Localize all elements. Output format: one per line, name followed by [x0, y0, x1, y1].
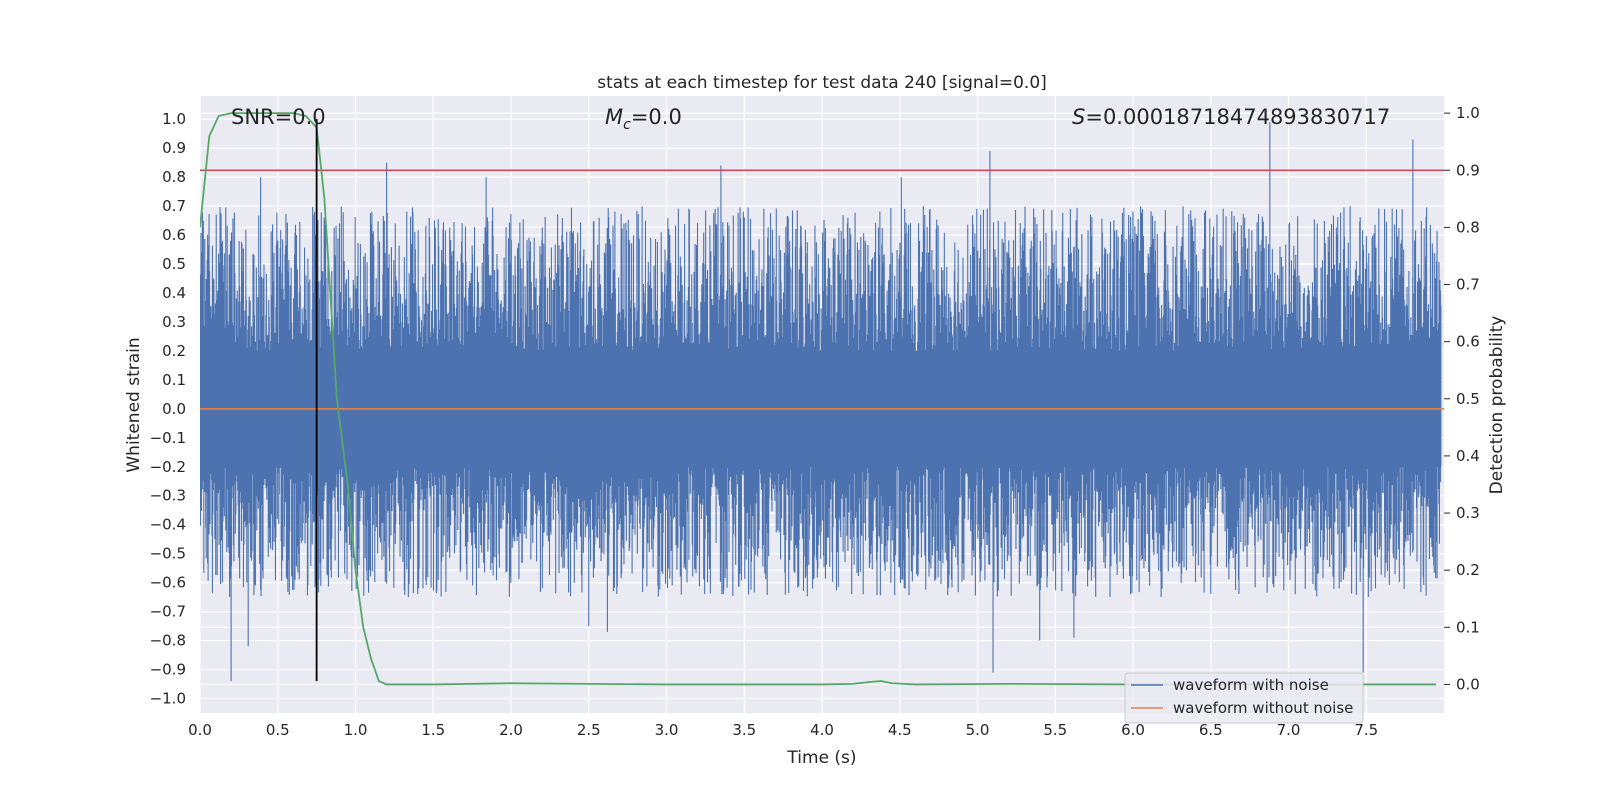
- y-right-tick-label: 0.3: [1456, 504, 1480, 522]
- legend-label-without-noise: waveform without noise: [1173, 699, 1353, 717]
- x-tick-label: 5.5: [1043, 721, 1067, 739]
- series-layer: [200, 112, 1444, 686]
- y-right-tick-label: 0.7: [1456, 276, 1480, 294]
- y-tick-label: 1.0: [162, 110, 186, 128]
- x-tick-label: 2.5: [577, 721, 601, 739]
- y-tick-label: −0.7: [150, 603, 186, 621]
- y-tick-label: −0.6: [150, 574, 186, 592]
- y-right-tick-label: 0.2: [1456, 561, 1480, 579]
- x-axis-label: Time (s): [786, 748, 856, 768]
- y-right-tick-label: 0.4: [1456, 447, 1480, 465]
- x-tick-label: 1.5: [421, 721, 445, 739]
- x-tick-label: 7.0: [1277, 721, 1301, 739]
- s-statistic-annotation: S=0.00018718474893830717: [1072, 105, 1390, 129]
- y-tick-label: −0.9: [150, 661, 186, 679]
- y-tick-label: 0.3: [162, 313, 186, 331]
- x-tick-label: 7.5: [1354, 721, 1378, 739]
- y-right-tick-label: 0.0: [1456, 675, 1480, 693]
- y-tick-label: 0.8: [162, 168, 186, 186]
- x-tick-label: 3.5: [732, 721, 756, 739]
- x-tick-label: 5.0: [966, 721, 990, 739]
- y-tick-label: 0.7: [162, 197, 186, 215]
- y-tick-label: 0.0: [162, 400, 186, 418]
- y-tick-label: −1.0: [150, 690, 186, 708]
- series-detection-probability: [200, 112, 1437, 686]
- y-right-tick-label: 0.1: [1456, 618, 1480, 636]
- y-tick-label: 0.1: [162, 371, 186, 389]
- y-axis-right-label: Detection probability: [1487, 316, 1507, 495]
- x-tick-label: 4.5: [888, 721, 912, 739]
- y-tick-label: 0.6: [162, 226, 186, 244]
- y-tick-label: −0.4: [150, 516, 186, 534]
- legend-label-with-noise: waveform with noise: [1173, 676, 1329, 694]
- y-axis-ticks: 1.0 0.9 0.8 0.7 0.6 0.5 0.4 0.3 0.2 0.1 0.0 −0.1 −0.…: [150, 110, 186, 707]
- y-right-tick-label: 0.8: [1456, 218, 1480, 236]
- y-axis-right-ticks: 1.0 0.9 0.8 0.7 0.6 0.5 0.4 0.3 0.2 0.1 0.0: [1444, 104, 1480, 693]
- x-axis-ticks: 0.0 0.5 1.0 1.5 2.0 2.5 3.0 3.5 4.0 4.5 5.0 5.5 6.0 6…: [188, 721, 1378, 739]
- x-tick-label: 3.0: [655, 721, 679, 739]
- y-tick-label: −0.8: [150, 632, 186, 650]
- y-tick-label: 0.2: [162, 342, 186, 360]
- x-tick-label: 2.0: [499, 721, 523, 739]
- chirp-mass-annotation: Mc=0.0: [605, 105, 682, 133]
- y-right-tick-label: 1.0: [1456, 104, 1480, 122]
- y-axis-label: Whitened strain: [124, 337, 144, 472]
- y-tick-label: 0.4: [162, 284, 186, 302]
- snr-annotation: SNR=0.0: [231, 105, 326, 129]
- y-tick-label: −0.2: [150, 458, 186, 476]
- x-tick-label: 0.5: [266, 721, 290, 739]
- legend: waveform with noise waveform without noi…: [1124, 672, 1364, 724]
- y-tick-label: 0.9: [162, 139, 186, 157]
- x-tick-label: 1.0: [344, 721, 368, 739]
- y-right-tick-label: 0.9: [1456, 161, 1480, 179]
- y-right-tick-label: 0.5: [1456, 390, 1480, 408]
- x-tick-label: 6.0: [1121, 721, 1145, 739]
- y-tick-label: −0.3: [150, 487, 186, 505]
- chart-title: stats at each timestep for test data 240…: [597, 73, 1047, 93]
- y-tick-label: −0.5: [150, 545, 186, 563]
- y-tick-label: 0.5: [162, 255, 186, 273]
- x-tick-label: 4.0: [810, 721, 834, 739]
- y-right-tick-label: 0.6: [1456, 333, 1480, 351]
- y-tick-label: −0.1: [150, 429, 186, 447]
- x-tick-label: 0.0: [188, 721, 212, 739]
- x-tick-label: 6.5: [1199, 721, 1223, 739]
